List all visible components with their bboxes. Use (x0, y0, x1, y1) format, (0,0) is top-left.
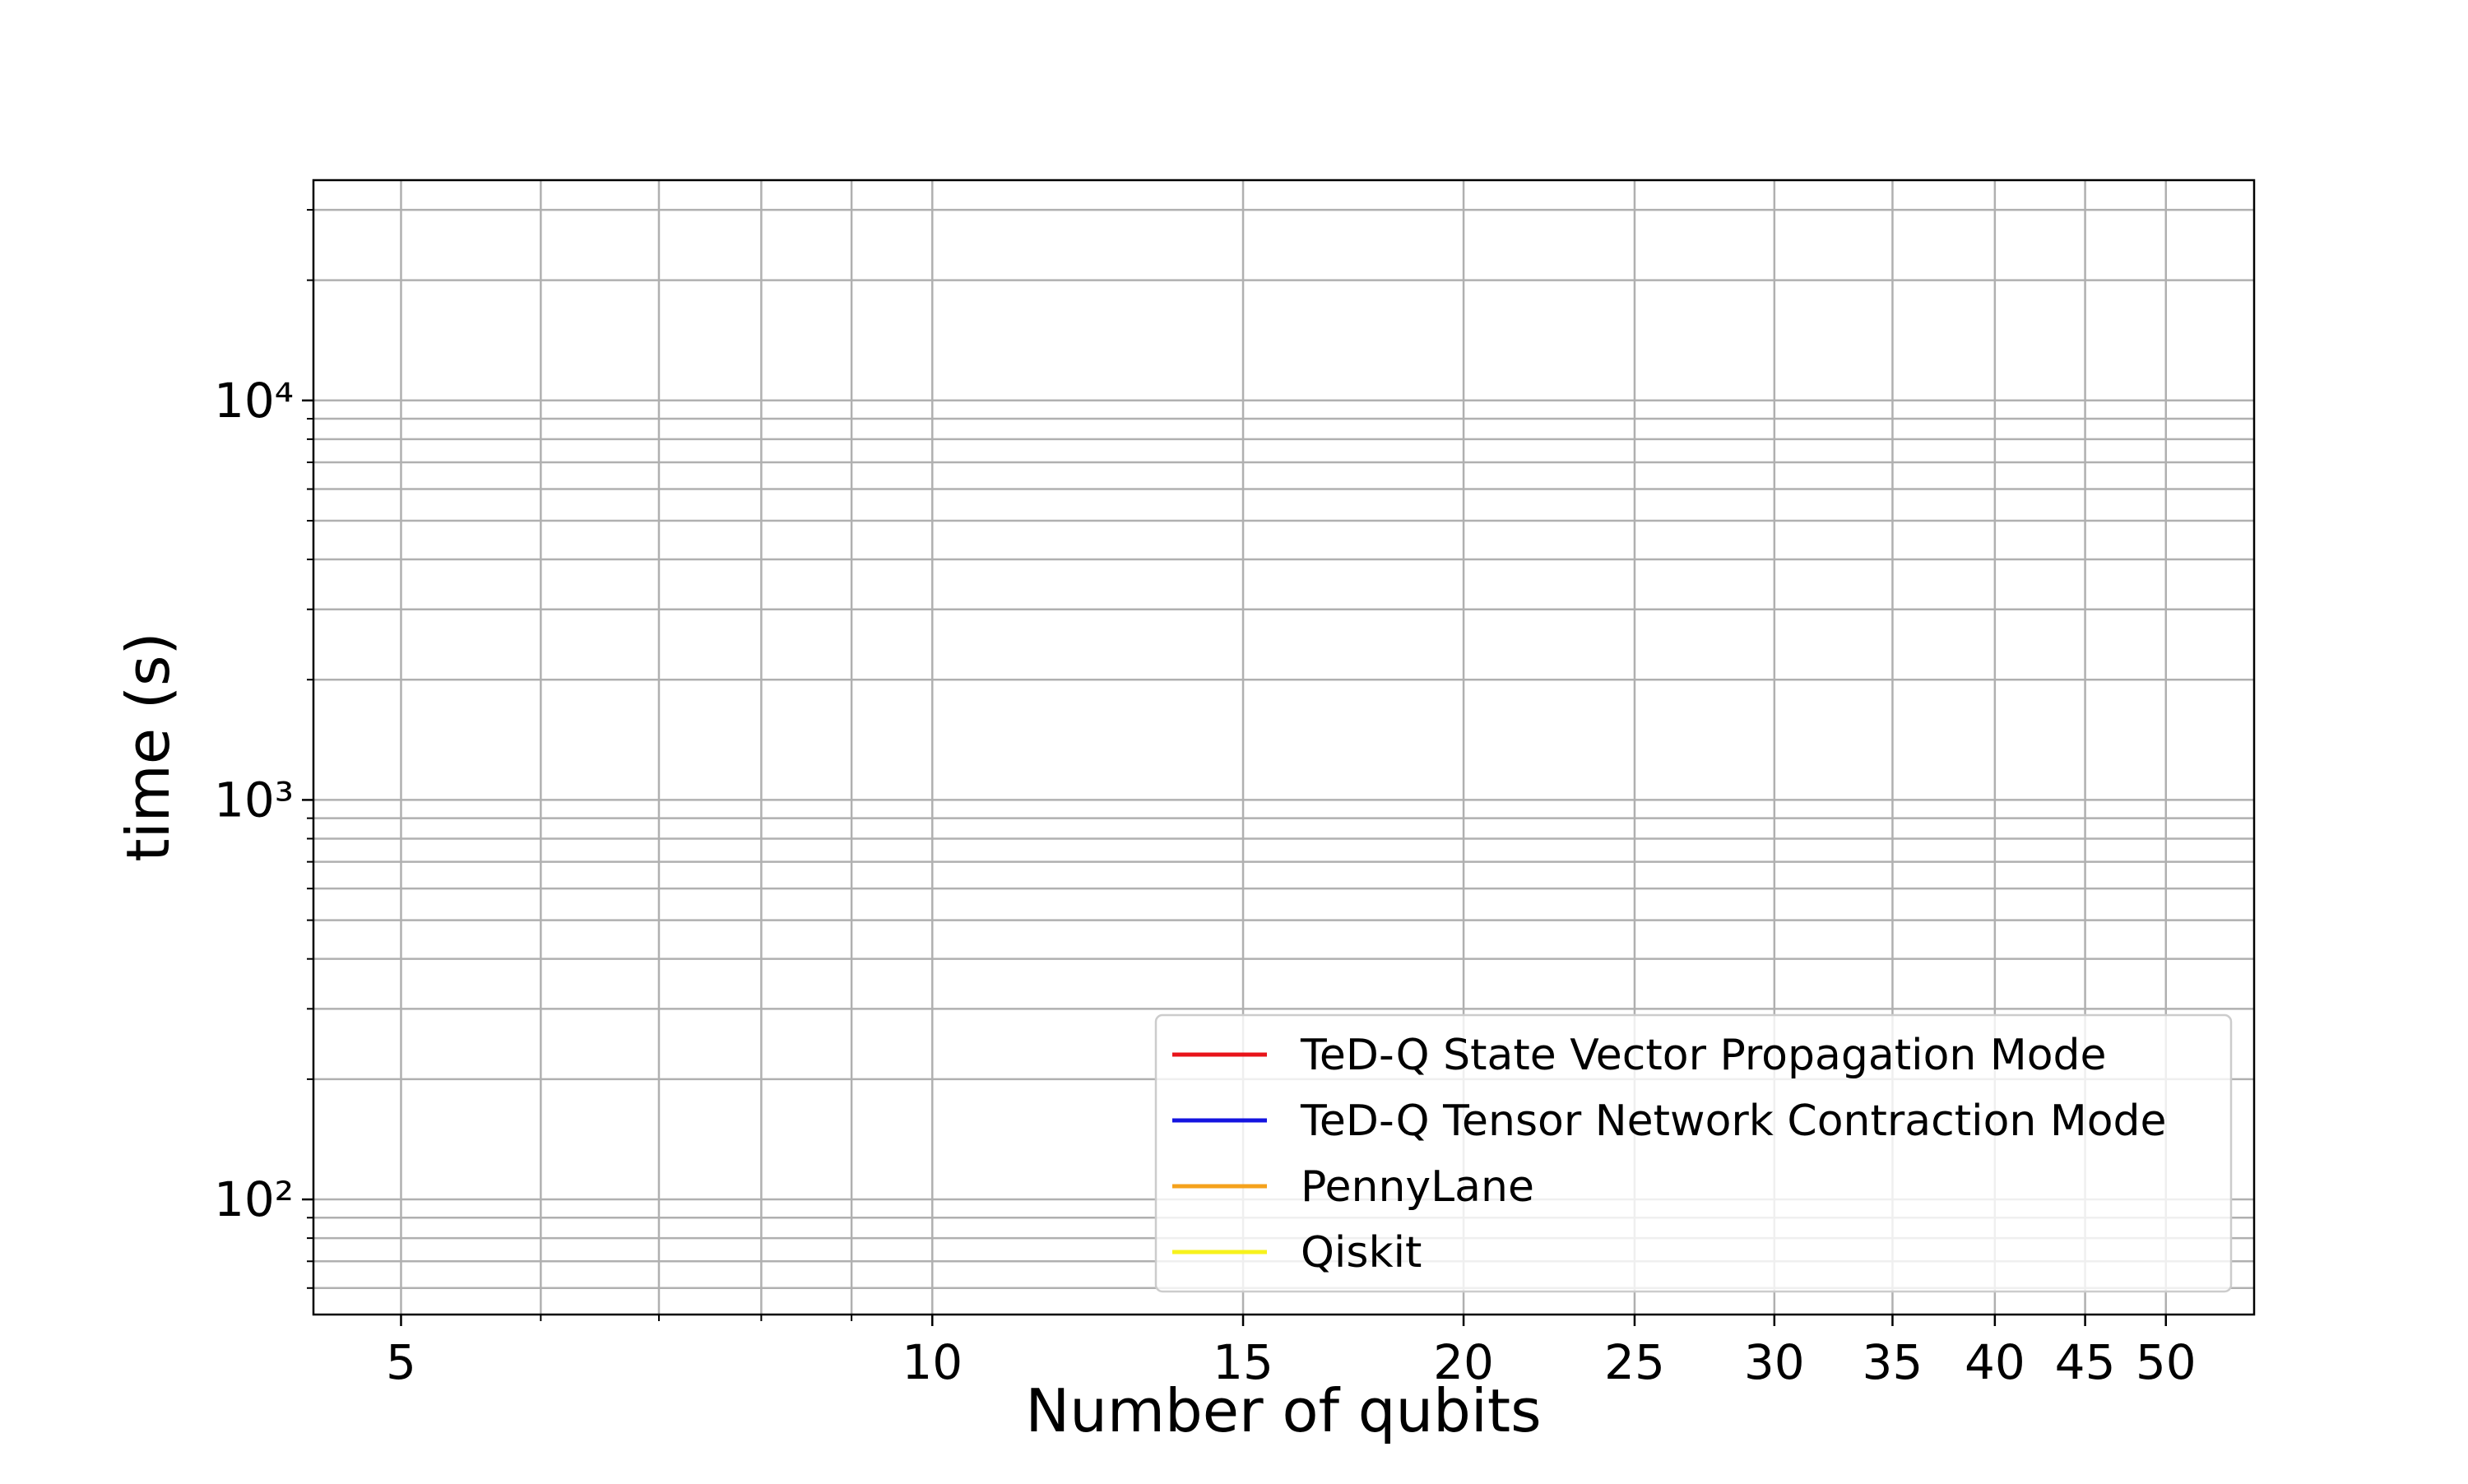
y-tick-label: 10² (214, 1171, 294, 1227)
plot-frame (312, 179, 2256, 1316)
x-tick-label: 10 (902, 1334, 963, 1390)
x-tick-label: 35 (1863, 1334, 1923, 1390)
x-tick-label: 45 (2055, 1334, 2116, 1390)
x-tick-label: 40 (1965, 1334, 2025, 1390)
x-tick-label: 50 (2136, 1334, 2197, 1390)
y-tick-label: 10³ (214, 772, 294, 828)
legend-box (1154, 1013, 2233, 1293)
legend-label: TeD-Q Tensor Network Contraction Mode (1300, 1097, 2167, 1146)
legend-label: PennyLane (1301, 1162, 1534, 1212)
y-axis-label: time (s) (114, 632, 183, 861)
x-tick-label: 30 (1744, 1334, 1805, 1390)
x-tick-label: 15 (1213, 1334, 1273, 1390)
x-tick-label: 5 (386, 1334, 416, 1390)
x-axis-label: Number of qubits (1025, 1376, 1541, 1445)
x-tick-label: 20 (1433, 1334, 1494, 1390)
x-tick-label: 25 (1604, 1334, 1665, 1390)
y-tick-label: 10⁴ (214, 373, 294, 429)
legend-label: TeD-Q State Vector Propagation Mode (1300, 1031, 2107, 1080)
legend: TeD-Q State Vector Propagation Mode TeD-Q… (1154, 1013, 2233, 1293)
legend-label: Qiskit (1301, 1228, 1422, 1278)
